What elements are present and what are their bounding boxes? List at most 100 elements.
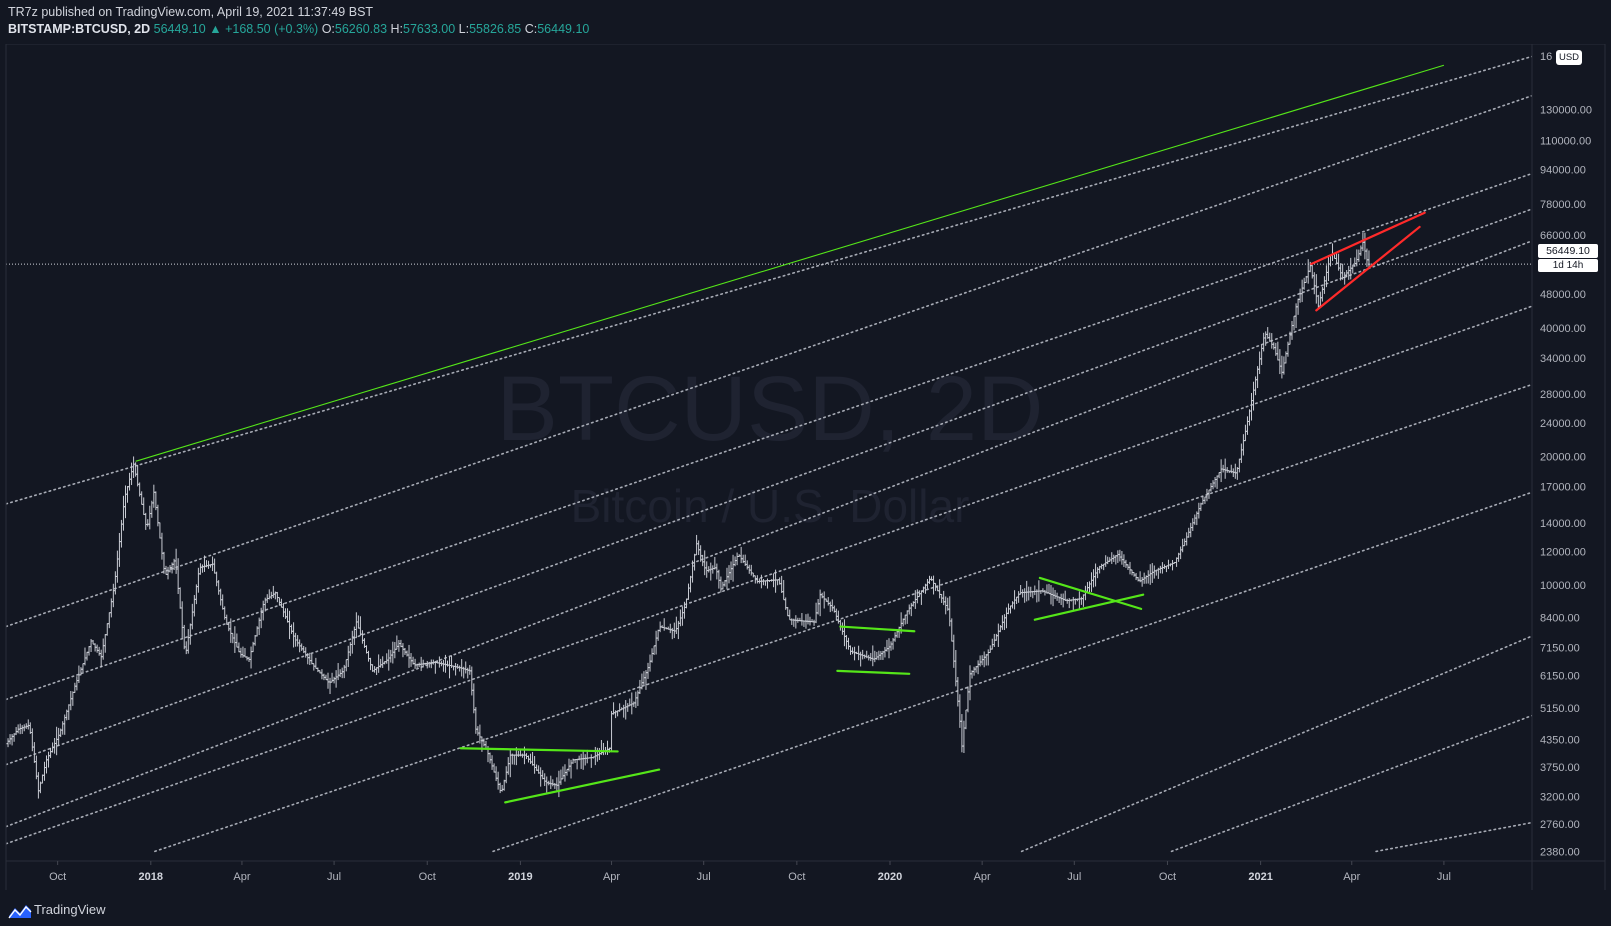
ohlc-series — [6, 232, 1371, 799]
ohlc-bar — [1087, 581, 1092, 593]
ohlc-bar — [267, 589, 271, 600]
time-tick-label: Apr — [974, 871, 991, 883]
time-tick-label: Jul — [327, 871, 341, 883]
price-tick-label: 5150.00 — [1540, 703, 1580, 715]
ohlc-bar — [559, 769, 563, 785]
ohlc-bar — [729, 561, 733, 581]
ohlc-bar — [1118, 549, 1122, 562]
chart-watermark: BTCUSD, 2D Bitcoin / U.S. Dollar — [497, 358, 1044, 532]
ohlc-bar — [129, 462, 134, 486]
ohlc-bar — [53, 737, 57, 754]
ohlc-bar — [581, 751, 585, 770]
ohlc-bar — [1189, 522, 1193, 538]
ohlc-bar — [1122, 554, 1126, 567]
ohlc-bar — [812, 619, 816, 626]
ohlc-bar — [694, 534, 699, 556]
tradingview-logo-icon[interactable] — [8, 901, 32, 921]
symbol-name[interactable]: BITSTAMP:BTCUSD, 2D — [8, 22, 151, 36]
ohlc-bar — [91, 640, 95, 645]
ohlc-bar — [1347, 265, 1351, 280]
ohlc-bar — [405, 650, 409, 657]
ohlc-bar — [1258, 351, 1262, 374]
ohlc-bar — [289, 624, 294, 634]
ohlc-bar — [686, 583, 691, 600]
ohlc-bar — [662, 618, 666, 631]
ohlc-bar — [492, 763, 496, 773]
ohlc-bar — [1266, 327, 1270, 339]
ohlc-bar — [1179, 546, 1183, 560]
ohlc-bar — [857, 645, 861, 661]
ohlc-bar — [1278, 349, 1282, 375]
ohlc-bar — [217, 580, 221, 595]
symbol-legend: BITSTAMP:BTCUSD, 2D 56449.10 ▲ +168.50 (… — [8, 22, 589, 36]
price-tick-label: 4350.00 — [1540, 735, 1580, 747]
ohlc-bar — [389, 649, 393, 663]
ohlc-bar — [828, 601, 832, 613]
ohlc-bar — [806, 613, 810, 625]
ohlc-bar — [34, 755, 38, 780]
ohlc-bar — [1185, 532, 1189, 546]
time-axis[interactable]: Oct 2018 Apr Jul Oct 2019 Apr Jul Oct 2020 Apr Jul O… — [49, 861, 1451, 883]
ohlc-bar — [144, 512, 148, 530]
ohlc-bar — [583, 754, 587, 766]
ohlc-bar — [1166, 559, 1171, 570]
ohlc-bar — [1209, 483, 1213, 492]
ohlc-bar — [1041, 588, 1045, 593]
ohlc-bar — [765, 578, 770, 589]
ohlc-bar — [103, 634, 107, 653]
low-value: 55826.85 — [469, 22, 522, 36]
ohlc-bar — [453, 662, 458, 676]
price-tick-label: 20000.00 — [1540, 452, 1586, 464]
ohlc-bar — [1357, 249, 1361, 262]
ohlc-bar — [1061, 593, 1065, 608]
ohlc-bar — [1326, 255, 1331, 282]
ohlc-bar — [1359, 245, 1363, 256]
pattern-lines[interactable] — [459, 211, 1426, 804]
ohlc-bar — [516, 750, 520, 757]
ohlc-bar — [30, 728, 34, 752]
ohlc-bar — [719, 576, 723, 593]
ohlc-bar — [186, 629, 190, 654]
ohlc-bar — [1219, 459, 1223, 483]
ohlc-bar — [470, 666, 474, 696]
ohlc-bar — [1158, 565, 1162, 574]
price-axis[interactable]: 16 130000.00 110000.00 94000.00 78000.00 660… — [1540, 51, 1592, 858]
ohlc-bar — [6, 738, 10, 748]
ohlc-bar — [95, 644, 99, 653]
ohlc-bar — [472, 683, 476, 714]
price-tick-label: 8400.00 — [1540, 613, 1580, 625]
publish-info: TR7z published on TradingView.com, April… — [8, 5, 373, 19]
trend-lines[interactable] — [135, 64, 1445, 462]
publish-line: TR7z published on TradingView.com, April… — [8, 5, 374, 19]
ohlc-bar — [437, 656, 441, 668]
currency-badge[interactable]: USD — [1556, 50, 1582, 65]
open-value: 56260.83 — [334, 22, 388, 36]
ohlc-bar — [125, 486, 130, 503]
ohlc-bar — [1355, 249, 1359, 267]
ohlc-bar — [1014, 596, 1019, 604]
ohlc-bar — [401, 643, 405, 658]
price-tick-label: 12000.00 — [1540, 546, 1586, 558]
ohlc-bar — [919, 590, 923, 605]
price-tick-label: 14000.00 — [1540, 518, 1586, 530]
ohlc-bar — [174, 548, 178, 574]
ohlc-bar — [958, 694, 962, 728]
ohlc-bar — [395, 635, 399, 650]
ohlc-bar — [190, 603, 194, 630]
ohlc-bar — [852, 646, 857, 661]
ohlc-bar — [1134, 572, 1138, 581]
time-tick-label: Oct — [49, 871, 66, 883]
ohlc-bar — [1140, 577, 1144, 587]
ohlc-bar — [684, 598, 689, 609]
ohlc-bar — [57, 727, 61, 746]
price-tick-label: 7150.00 — [1540, 642, 1580, 654]
ohlc-bar — [498, 782, 502, 794]
ohlc-bar — [291, 622, 296, 648]
price-chart[interactable]: BTCUSD, 2D Bitcoin / U.S. Dollar 16 1300… — [0, 0, 1611, 895]
ohlc-bar — [346, 645, 350, 668]
price-tick-label: 24000.00 — [1540, 418, 1586, 430]
ohlc-bar — [123, 485, 128, 519]
tradingview-brand[interactable]: TradingView — [34, 902, 106, 917]
ohlc-bar — [1330, 243, 1335, 261]
time-tick-label: Oct — [419, 871, 436, 883]
